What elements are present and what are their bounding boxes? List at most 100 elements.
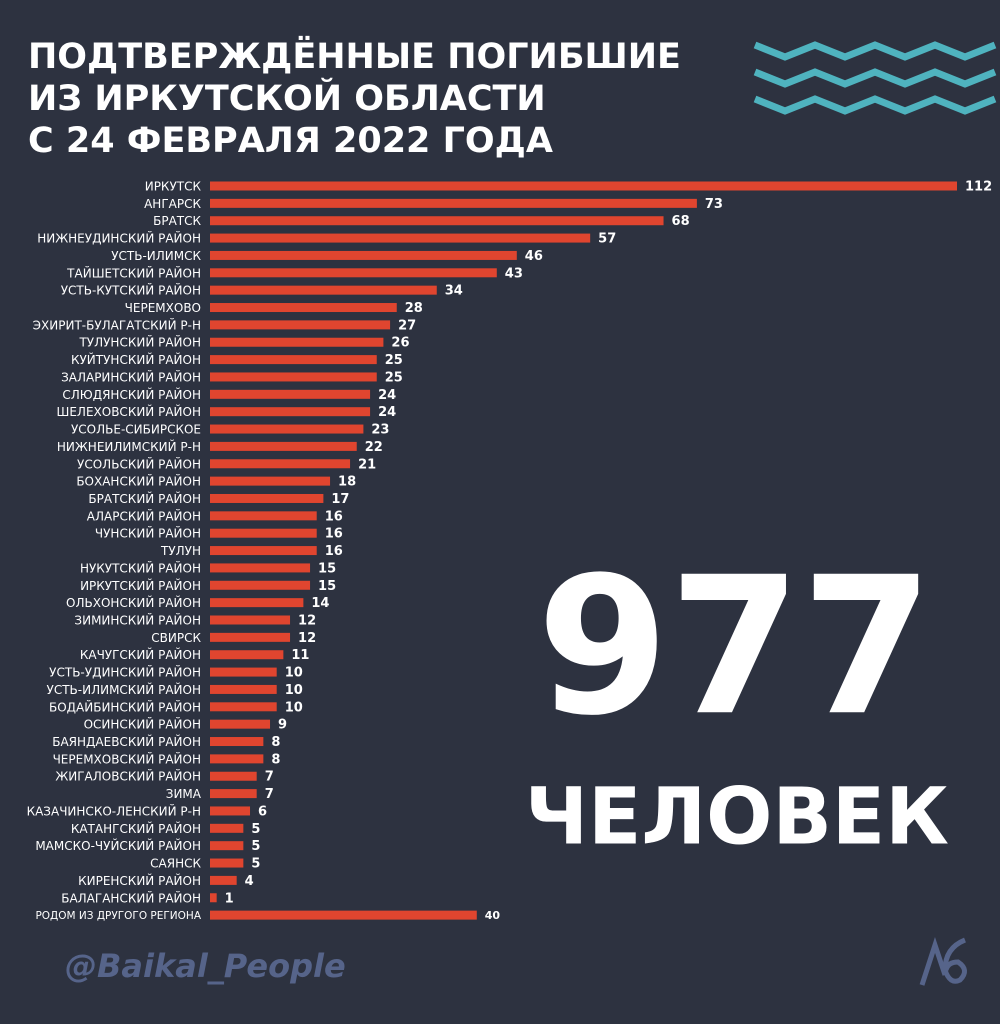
value-label: 28 bbox=[405, 301, 423, 316]
category-label: ЧУНСКИЙ РАЙОН bbox=[95, 526, 201, 541]
category-label: УСОЛЬЕ-СИБИРСКОЕ bbox=[71, 423, 201, 437]
category-label: ОЛЬХОНСКИЙ РАЙОН bbox=[66, 595, 201, 610]
value-label: 73 bbox=[705, 197, 723, 212]
value-label: 10 bbox=[285, 700, 303, 715]
category-label: БОХАНСКИЙ РАЙОН bbox=[76, 474, 201, 489]
bar bbox=[210, 789, 257, 799]
category-label: КАЧУГСКИЙ РАЙОН bbox=[80, 647, 201, 662]
logo bbox=[919, 937, 967, 986]
category-label: ТУЛУН bbox=[160, 544, 201, 558]
value-label: 5 bbox=[251, 822, 260, 837]
bar bbox=[210, 632, 291, 642]
bar bbox=[210, 181, 957, 191]
category-label: КУЙТУНСКИЙ РАЙОН bbox=[71, 352, 201, 367]
value-label: 40 bbox=[485, 909, 501, 922]
value-label: 17 bbox=[331, 492, 349, 507]
value-label: 24 bbox=[378, 405, 396, 420]
bar bbox=[210, 893, 217, 903]
category-label: ЖИГАЛОВСКИЙ РАЙОН bbox=[55, 769, 201, 784]
bar bbox=[210, 858, 244, 868]
category-label: СВИРСК bbox=[151, 631, 201, 645]
category-label: МАМСКО-ЧУЙСКИЙ РАЙОН bbox=[35, 838, 201, 853]
value-label: 10 bbox=[285, 683, 303, 698]
bar bbox=[210, 407, 371, 417]
value-label: 57 bbox=[598, 232, 616, 247]
total: 977 bbox=[537, 536, 934, 757]
category-label: НУКУТСКИЙ РАЙОН bbox=[80, 560, 201, 575]
bar bbox=[210, 268, 497, 278]
value-label: 16 bbox=[325, 527, 343, 542]
bar bbox=[210, 702, 277, 712]
category-label: БОДАЙБИНСКИЙ РАЙОН bbox=[49, 699, 201, 714]
value-label: 15 bbox=[318, 579, 336, 594]
watermark: @Baikal_People bbox=[65, 947, 346, 985]
bar bbox=[210, 303, 397, 313]
value-label: 43 bbox=[505, 266, 523, 281]
category-label: ЗИМА bbox=[166, 787, 202, 801]
title-line: ИЗ ИРКУТСКОЙ ОБЛАСТИ bbox=[28, 77, 546, 119]
wave-decoration bbox=[753, 41, 997, 115]
value-label: 10 bbox=[285, 666, 303, 681]
category-label: ШЕЛЕХОВСКИЙ РАЙОН bbox=[57, 404, 201, 419]
value-label: 9 bbox=[278, 718, 287, 733]
value-label: 8 bbox=[271, 752, 280, 767]
bar bbox=[210, 476, 331, 486]
total-unit: ЧЕЛОВЕК bbox=[525, 772, 949, 862]
bar bbox=[210, 424, 364, 434]
value-label: 7 bbox=[265, 787, 274, 802]
bar bbox=[210, 441, 357, 451]
category-label: УСТЬ-ИЛИМСКИЙ РАЙОН bbox=[47, 682, 201, 697]
category-label: УСТЬ-УДИНСКИЙ РАЙОН bbox=[49, 665, 201, 680]
category-label: КАЗАЧИНСКО-ЛЕНСКИЙ Р-Н bbox=[27, 803, 201, 818]
value-label: 25 bbox=[385, 353, 403, 368]
bar bbox=[210, 684, 277, 694]
bar bbox=[210, 754, 264, 764]
category-label: КИРЕНСКИЙ РАЙОН bbox=[78, 873, 201, 888]
category-label: САЯНСК bbox=[150, 857, 201, 871]
bar bbox=[210, 493, 324, 503]
bar bbox=[210, 511, 317, 521]
value-label: 6 bbox=[258, 804, 267, 819]
value-label: 4 bbox=[245, 874, 254, 889]
bar bbox=[210, 667, 277, 677]
bar bbox=[210, 580, 311, 590]
value-label: 112 bbox=[965, 180, 992, 195]
category-label: ИРКУТСК bbox=[145, 180, 202, 194]
category-label: НИЖНЕИЛИМСКИЙ Р-Н bbox=[57, 439, 201, 454]
bar bbox=[210, 910, 477, 920]
category-label: БРАТСКИЙ РАЙОН bbox=[88, 491, 201, 506]
value-label: 22 bbox=[365, 440, 383, 455]
category-label: ЗИМИНСКИЙ РАЙОН bbox=[74, 613, 201, 628]
value-label: 5 bbox=[251, 839, 260, 854]
category-label: АЛАРСКИЙ РАЙОН bbox=[87, 508, 201, 523]
bar bbox=[210, 285, 437, 295]
bar bbox=[210, 546, 317, 556]
value-label: 27 bbox=[398, 318, 416, 333]
category-label: РОДОМ ИЗ ДРУГОГО РЕГИОНА bbox=[35, 910, 201, 922]
category-label: УСОЛЬСКИЙ РАЙОН bbox=[77, 456, 201, 471]
bar bbox=[210, 250, 517, 260]
bar bbox=[210, 875, 237, 885]
category-label: СЛЮДЯНСКИЙ РАЙОН bbox=[62, 387, 201, 402]
bar bbox=[210, 615, 291, 625]
value-label: 5 bbox=[251, 857, 260, 872]
bar bbox=[210, 372, 377, 382]
bar bbox=[210, 216, 664, 226]
bar bbox=[210, 598, 304, 608]
value-label: 26 bbox=[391, 336, 409, 351]
category-label: НИЖНЕУДИНСКИЙ РАЙОН bbox=[37, 231, 201, 246]
bar bbox=[210, 320, 391, 330]
category-label: ЭХИРИТ-БУЛАГАТСКИЙ Р-Н bbox=[33, 317, 201, 332]
value-label: 25 bbox=[385, 370, 403, 385]
category-label: БРАТСК bbox=[153, 214, 201, 228]
category-label: ТАЙШЕТСКИЙ РАЙОН bbox=[66, 265, 201, 280]
bar bbox=[210, 563, 311, 573]
category-label: БАЯНДАЕВСКИЙ РАЙОН bbox=[52, 734, 201, 749]
category-label: УСТЬ-ИЛИМСК bbox=[111, 249, 201, 263]
value-label: 14 bbox=[311, 596, 329, 611]
bar bbox=[210, 771, 257, 781]
value-label: 68 bbox=[672, 214, 690, 229]
bar bbox=[210, 650, 284, 660]
